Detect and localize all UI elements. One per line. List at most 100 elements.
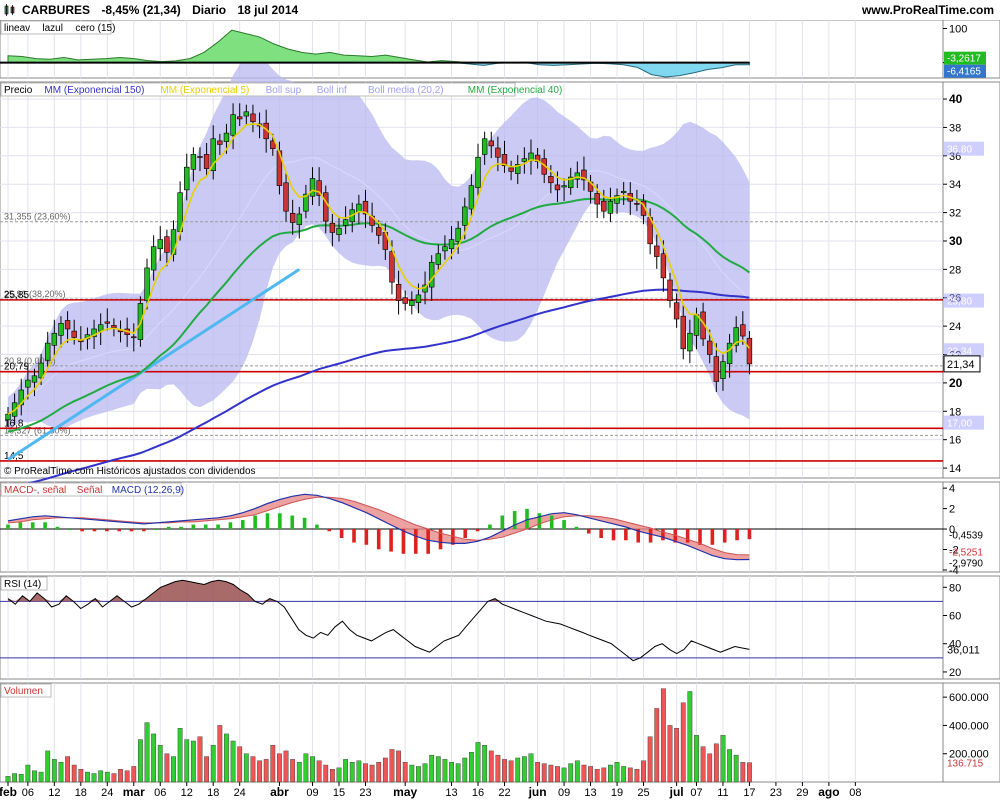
x-tick-label: 17 (743, 787, 755, 799)
volume-bar (250, 756, 256, 783)
x-tick-label: may (393, 785, 417, 799)
volume-bar (124, 770, 130, 783)
volume-bar (581, 764, 587, 783)
price-tick-label: 40 (949, 92, 963, 106)
ema5-line (7, 123, 751, 415)
candle-body (488, 140, 494, 147)
axis-rsi (942, 575, 1000, 680)
volume-bar (707, 753, 713, 783)
macd-histogram-bar (290, 515, 295, 530)
candle-body (667, 279, 673, 301)
volume-legend: Volumen (4, 686, 43, 697)
volume-bar (263, 759, 269, 783)
macd-histogram-bar (154, 529, 159, 531)
macd-line (7, 493, 750, 561)
lineav-legend-item: cero (15) (75, 23, 115, 34)
candle-body (455, 227, 461, 242)
price-tick-label: 18 (949, 406, 961, 418)
volume-bar (91, 773, 97, 783)
volume-bar (190, 740, 196, 783)
volume-bar (197, 736, 203, 783)
indicator-tag (944, 293, 984, 308)
candle-body (58, 322, 64, 336)
indicator-value: 17,00 (947, 419, 972, 430)
macd-histogram-bar (327, 529, 332, 532)
candle-body (693, 314, 700, 336)
macd-histogram-bar (438, 529, 443, 550)
volume-bar (740, 762, 746, 783)
volume-bar (694, 735, 699, 783)
macd-histogram-bar (426, 529, 430, 554)
volume-bar (660, 688, 666, 783)
volume-bar (608, 764, 613, 783)
volume-bar (65, 756, 70, 783)
volume-bar (204, 756, 209, 783)
volume-bar (177, 728, 183, 783)
candle-body (342, 219, 349, 226)
candle-body (521, 158, 528, 162)
candle-body (614, 195, 620, 204)
candle-body (720, 361, 726, 379)
volume-bar (32, 770, 37, 783)
candle-body (184, 166, 190, 191)
volume-bar (654, 708, 660, 783)
volume-bar (151, 733, 157, 783)
macd-histogram-bar (488, 524, 492, 530)
candle-body (45, 342, 51, 361)
volume-bar (157, 745, 163, 783)
macd-histogram-bar (599, 529, 603, 539)
volume-bar (382, 757, 388, 783)
rsi-tick-label: 60 (949, 611, 961, 623)
macd-histogram-bar (475, 529, 480, 532)
volume-bar (329, 769, 335, 783)
support-label: 16,8 (4, 418, 24, 429)
panel-macd (0, 481, 944, 573)
macd-histogram-bar (710, 529, 715, 545)
macd-histogram-bar (228, 522, 233, 530)
macd-tick-label: 4 (949, 483, 955, 495)
candle-body (289, 212, 296, 223)
volume-bar (296, 762, 302, 783)
candle-body (468, 185, 475, 210)
rsi-legend-bar (0, 576, 48, 591)
x-tick-label: 13 (584, 787, 596, 799)
macd-histogram-bar (117, 529, 122, 532)
volume-bar (508, 760, 514, 783)
volume-bar (104, 771, 110, 783)
price-tick-label: 14 (949, 463, 961, 475)
fibo-label: 25,91 (38,20%) (4, 289, 66, 299)
volume-bar (310, 756, 315, 783)
volume-bar (257, 760, 262, 783)
macd-tick-label: 0 (949, 524, 955, 536)
volume-bar (51, 759, 57, 783)
candle-body (501, 154, 508, 167)
volume-bar (210, 745, 216, 783)
price-legend-item: Boll inf (317, 85, 347, 96)
volume-bar (674, 728, 680, 783)
macd-histogram-bar (179, 526, 183, 530)
macd-histogram-bar (611, 529, 616, 541)
price-change: -8,45% (21,34) (101, 3, 181, 17)
axis-macd (942, 481, 1000, 573)
volume-bar (469, 752, 474, 783)
candle-body (654, 245, 660, 257)
volume-bar (515, 757, 521, 783)
x-tick-label: 18 (75, 787, 87, 799)
x-tick-label: 08 (849, 787, 861, 799)
lineav-legend-item: lineav (4, 23, 30, 34)
candle-body (733, 327, 739, 346)
volume-bar (601, 767, 607, 783)
volume-bar (627, 767, 633, 783)
site-url[interactable]: www.ProRealTime.com (861, 3, 994, 17)
macd-histogram-bar (265, 513, 270, 530)
candle-body (309, 178, 316, 197)
macd-histogram-bar (364, 529, 369, 545)
candle-body (548, 176, 554, 184)
macd-histogram-bar (339, 529, 344, 539)
volume-bar (45, 750, 51, 783)
price-legend-item: Boll sup (266, 85, 302, 96)
volume-bar (647, 736, 653, 783)
candle-body (190, 154, 197, 170)
macd-histogram-bar (18, 522, 23, 530)
x-tick-label: 19 (611, 787, 623, 799)
